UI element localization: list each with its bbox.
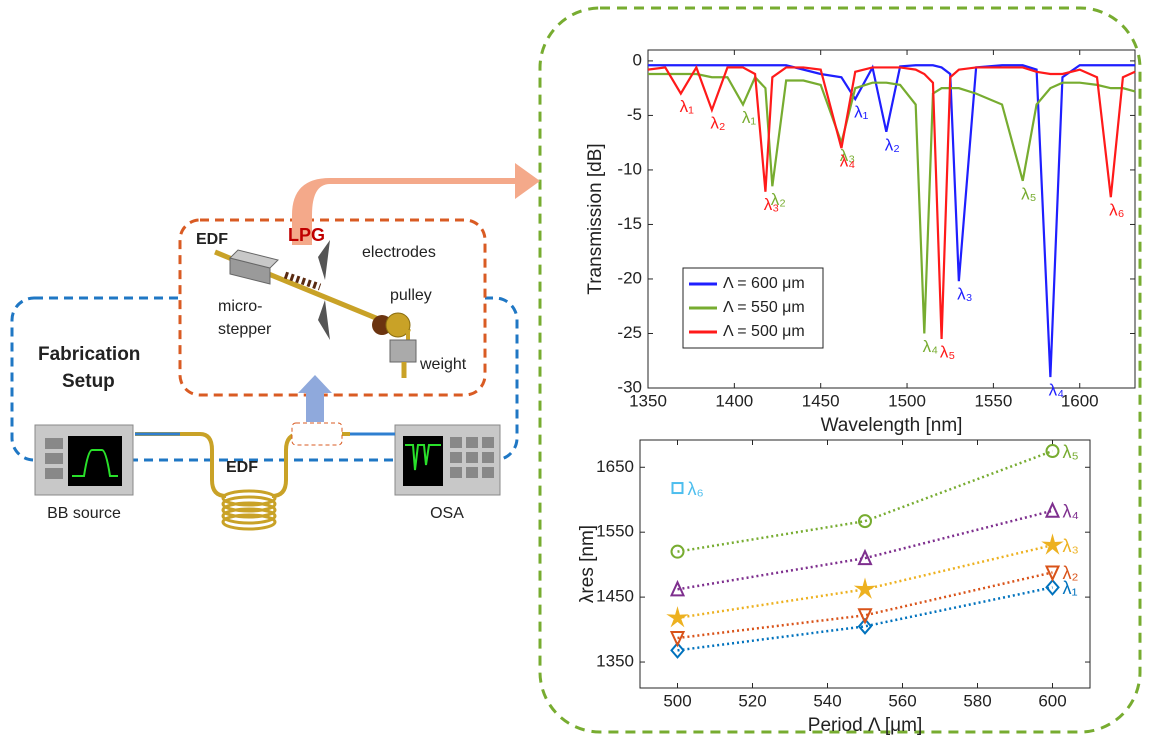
dip-label: λ₂ [710,113,725,132]
label: electrodes [362,244,436,261]
x-tick-label: 500 [663,691,691,710]
x-tick-label: 1500 [888,391,926,410]
y-tick-label: 1650 [596,457,634,476]
y-tick-label: 1550 [596,522,634,541]
x-tick-label: 540 [813,691,841,710]
figure: EDF LPG electrodes micro- stepper pulley… [0,0,1149,737]
osa-buttons [450,437,494,478]
dip-label: λ₁ [742,108,757,127]
y-tick-label: -10 [617,159,642,178]
legend-label: Λ = 500 μm [723,323,805,340]
y-tick-label: -30 [617,377,642,396]
legend-label: Λ = 600 μm [723,275,805,292]
x-tick-label: 1400 [715,391,753,410]
series-label: λ₆ [688,479,704,499]
x-tick-label: 1550 [974,391,1012,410]
osa-screen [403,436,443,486]
dip-label: λ₅ [1021,184,1036,203]
x-tick-label: 600 [1038,691,1066,710]
label: Setup [62,371,115,392]
label: weight [419,356,467,373]
label: micro- [218,298,262,315]
series-label: λ₄ [1063,502,1079,522]
button [45,453,63,464]
label: stepper [218,321,272,338]
dip-label: λ₃ [957,285,972,304]
y-tick-label: -25 [617,323,642,342]
series-label: λ₃ [1063,536,1079,556]
y-axis-label: Transmission [dB] [585,143,606,294]
dip-label: λ₂ [885,135,900,154]
button [45,468,63,479]
bb-screen [68,436,122,486]
y-tick-label: -5 [627,105,642,124]
label: Fabrication [38,344,140,365]
x-axis-label: Period Λ [μm] [808,715,922,736]
x-tick-label: 520 [738,691,766,710]
label: LPG [288,225,325,245]
dip-label: λ₄ [1049,381,1065,400]
y-tick-label: 0 [633,50,642,69]
weight-shape [390,340,416,362]
dip-label: λ₅ [940,342,955,361]
x-tick-label: 560 [888,691,916,710]
label: EDF [226,459,258,476]
legend-label: Λ = 550 μm [723,299,805,316]
dip-label: λ₃ [764,195,779,214]
x-tick-label: 1450 [802,391,840,410]
series-label: λ₅ [1063,442,1079,462]
lpg-placeholder [292,423,342,445]
y-tick-label: 1350 [596,652,634,671]
y-axis-label: λres [nm] [577,525,598,603]
series-label: λ₂ [1063,563,1079,583]
button [45,438,63,449]
y-tick-label: -20 [617,268,642,287]
label: BB source [47,505,121,522]
dip-label: λ₁ [680,97,695,116]
dip-label: λ₄ [923,337,939,356]
edf-fiber [135,434,300,496]
label: OSA [430,505,464,522]
label: pulley [390,287,432,304]
label: EDF [196,231,228,248]
dip-label: λ₁ [854,103,869,122]
y-tick-label: 1450 [596,587,634,606]
x-tick-label: 580 [963,691,991,710]
dip-label: λ₆ [1109,201,1124,220]
edf-coil [223,491,275,529]
dip-label: λ₄ [840,152,856,171]
x-tick-label: 1600 [1061,391,1099,410]
x-axis-label: Wavelength [nm] [821,415,963,436]
y-tick-label: -15 [617,214,642,233]
